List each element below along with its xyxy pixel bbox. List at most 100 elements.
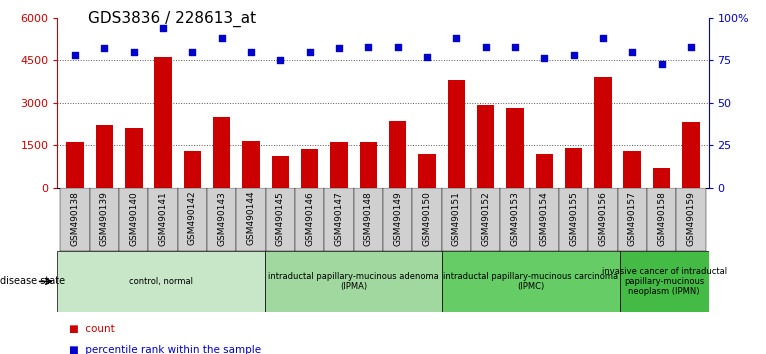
Text: GSM490154: GSM490154 [540, 191, 548, 246]
Text: GSM490141: GSM490141 [159, 191, 168, 246]
Text: GSM490159: GSM490159 [686, 191, 696, 246]
Bar [61, 188, 90, 251]
Point [333, 45, 345, 51]
Text: GDS3836 / 228613_at: GDS3836 / 228613_at [88, 11, 256, 27]
Text: GSM490149: GSM490149 [393, 191, 402, 246]
Bar [237, 188, 266, 251]
Bar [676, 188, 705, 251]
Point [421, 54, 433, 59]
Bar [617, 188, 647, 251]
Bar [594, 77, 612, 188]
Text: GSM490158: GSM490158 [657, 191, 666, 246]
Bar [354, 188, 383, 251]
Text: GSM490155: GSM490155 [569, 191, 578, 246]
Point [157, 25, 169, 31]
Text: GSM490147: GSM490147 [335, 191, 343, 246]
Text: GSM490148: GSM490148 [364, 191, 373, 246]
Bar [324, 188, 354, 251]
Bar [154, 57, 172, 188]
Text: GSM490139: GSM490139 [100, 191, 109, 246]
Text: GSM490156: GSM490156 [598, 191, 607, 246]
Point [362, 44, 375, 50]
Point [597, 35, 609, 41]
Text: intraductal papillary-mucinous carcinoma
(IPMC): intraductal papillary-mucinous carcinoma… [444, 272, 618, 291]
Bar [389, 121, 407, 188]
Bar [90, 188, 119, 251]
Bar [477, 105, 494, 188]
Bar [418, 154, 436, 188]
Text: GSM490143: GSM490143 [218, 191, 226, 246]
Bar [647, 188, 676, 251]
Bar [57, 251, 264, 312]
Point [186, 49, 198, 55]
Bar [442, 188, 471, 251]
Bar [383, 188, 412, 251]
Point [656, 61, 668, 67]
Point [538, 56, 551, 61]
Bar [683, 122, 700, 188]
Text: GSM490138: GSM490138 [70, 191, 80, 246]
Point [568, 52, 580, 58]
Bar [149, 188, 178, 251]
Bar [653, 168, 670, 188]
Bar [359, 142, 377, 188]
Point [303, 49, 316, 55]
Text: GSM490153: GSM490153 [510, 191, 519, 246]
Text: disease state: disease state [0, 276, 65, 286]
Point [450, 35, 463, 41]
Point [215, 35, 228, 41]
Point [69, 52, 81, 58]
Bar [213, 117, 231, 188]
Bar [624, 151, 641, 188]
Point [626, 49, 638, 55]
Bar [500, 188, 529, 251]
Bar [119, 188, 149, 251]
Bar [264, 251, 442, 312]
Text: GSM490145: GSM490145 [276, 191, 285, 246]
Bar [471, 188, 500, 251]
Text: GSM490144: GSM490144 [247, 191, 256, 245]
Text: GSM490151: GSM490151 [452, 191, 461, 246]
Point [98, 45, 110, 51]
Point [274, 57, 286, 63]
Text: GSM490152: GSM490152 [481, 191, 490, 246]
Bar [207, 188, 237, 251]
Bar [529, 188, 559, 251]
Text: GSM490140: GSM490140 [129, 191, 138, 246]
Text: GSM490157: GSM490157 [628, 191, 637, 246]
Point [128, 49, 140, 55]
Point [685, 44, 697, 50]
Bar [242, 141, 260, 188]
Text: control, normal: control, normal [129, 277, 193, 286]
Bar [620, 251, 709, 312]
Point [509, 44, 521, 50]
Bar [565, 148, 582, 188]
Bar [295, 188, 324, 251]
Bar [266, 188, 295, 251]
Bar [301, 149, 319, 188]
Text: GSM490142: GSM490142 [188, 191, 197, 245]
Bar [66, 142, 83, 188]
Text: invasive cancer of intraductal
papillary-mucinous
neoplasm (IPMN): invasive cancer of intraductal papillary… [601, 267, 727, 296]
Point [245, 49, 257, 55]
Bar [125, 128, 142, 188]
Point [480, 44, 492, 50]
Bar [506, 108, 524, 188]
Bar [178, 188, 207, 251]
Bar [412, 188, 442, 251]
Text: ■  count: ■ count [69, 324, 115, 334]
Text: GSM490146: GSM490146 [305, 191, 314, 246]
Bar [588, 188, 617, 251]
Bar [535, 154, 553, 188]
Bar [330, 142, 348, 188]
Bar [559, 188, 588, 251]
Bar [442, 251, 620, 312]
Text: GSM490150: GSM490150 [423, 191, 431, 246]
Bar [184, 151, 201, 188]
Bar [96, 125, 113, 188]
Point [391, 44, 404, 50]
Text: intraductal papillary-mucinous adenoma
(IPMA): intraductal papillary-mucinous adenoma (… [268, 272, 439, 291]
Bar [447, 80, 465, 188]
Bar [272, 156, 289, 188]
Text: ■  percentile rank within the sample: ■ percentile rank within the sample [69, 346, 261, 354]
